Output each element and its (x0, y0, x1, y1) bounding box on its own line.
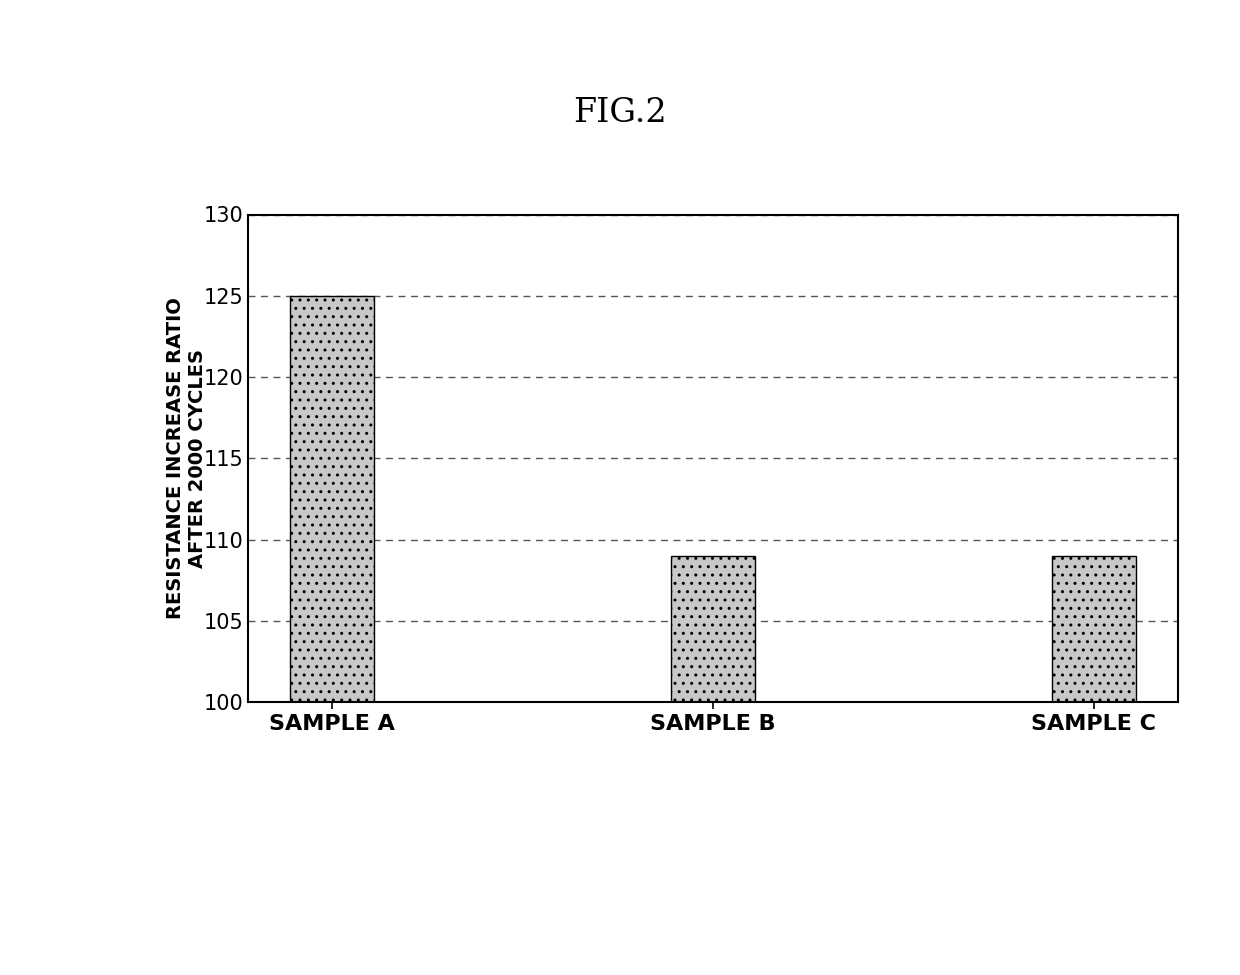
Text: FIG.2: FIG.2 (573, 98, 667, 130)
Bar (671, 556, 755, 702)
Bar (1052, 556, 1136, 702)
Y-axis label: RESISTANCE INCREASE RATIO
AFTER 2000 CYCLES: RESISTANCE INCREASE RATIO AFTER 2000 CYC… (166, 297, 207, 619)
Bar (290, 295, 374, 702)
